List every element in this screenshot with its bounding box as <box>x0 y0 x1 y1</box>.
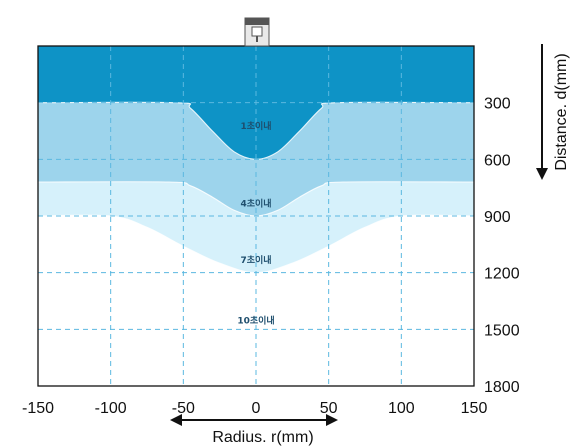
y-tick-label: 1800 <box>484 379 520 396</box>
x-tick-labels: -150 -100 -50 0 50 100 150 <box>22 400 487 417</box>
x-tick-label: -50 <box>172 400 195 417</box>
y-tick-label: 1200 <box>484 266 520 283</box>
x-tick-label: 100 <box>388 400 415 417</box>
y-axis-label: Distance. d(mm) <box>553 53 570 170</box>
y-tick-label: 1500 <box>484 322 520 339</box>
zone-label-1: 1초이내 <box>240 120 271 132</box>
x-tick-label: 0 <box>252 400 261 417</box>
x-tick-label: -150 <box>22 400 54 417</box>
y-tick-label: 600 <box>484 152 511 169</box>
x-axis-arrow <box>170 414 338 426</box>
y-tick-label: 300 <box>484 96 511 113</box>
zone-label-3: 7초이내 <box>240 254 271 266</box>
grid-lines <box>38 46 474 386</box>
zone-labels: 1초이내 4초이내 7초이내 10초이내 <box>237 120 274 327</box>
x-axis-label: Radius. r(mm) <box>212 429 313 446</box>
y-tick-label: 900 <box>484 209 511 226</box>
x-tick-label: 50 <box>320 400 338 417</box>
y-axis-arrow <box>536 44 548 180</box>
x-tick-label: -100 <box>95 400 127 417</box>
sensor-head-icon <box>244 17 270 47</box>
x-tick-label: 150 <box>461 400 488 417</box>
y-tick-labels: 300 600 900 1200 1500 1800 <box>484 96 520 396</box>
zone-label-2: 4초이내 <box>240 198 271 210</box>
zone-label-4: 10초이내 <box>237 315 274 327</box>
